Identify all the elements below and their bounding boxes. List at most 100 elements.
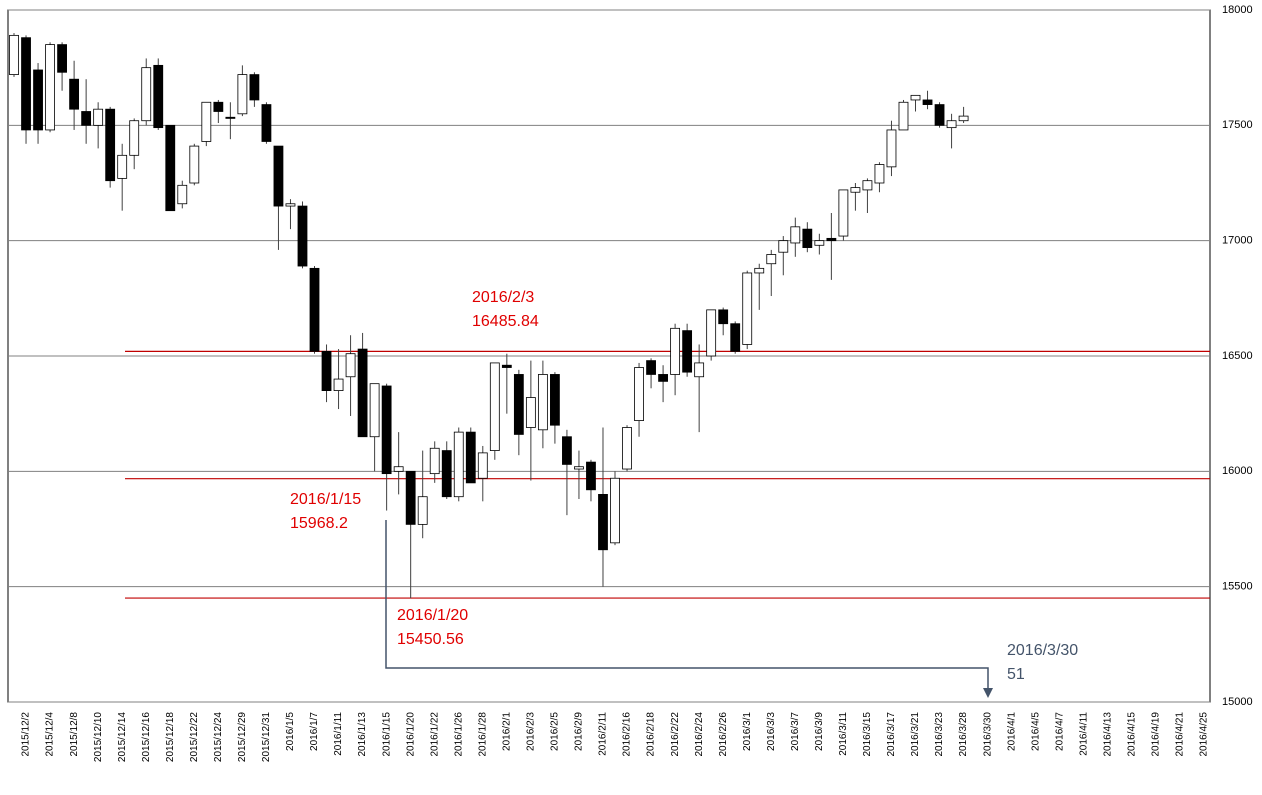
candle-body	[934, 104, 945, 126]
x-tick-label: 2016/2/5	[550, 712, 561, 751]
x-tick-label: 2015/12/29	[237, 712, 248, 762]
x-tick-label: 2016/4/25	[1199, 712, 1210, 757]
candle-body	[646, 360, 656, 375]
candle-body	[922, 99, 933, 105]
x-tick-label: 2016/3/30	[982, 712, 993, 757]
x-tick-label: 2015/12/10	[93, 712, 104, 762]
x-tick-label: 2016/3/1	[742, 712, 753, 751]
x-tick-label: 2016/4/11	[1078, 712, 1089, 756]
candle-body	[141, 67, 152, 122]
candle-body	[285, 203, 296, 207]
candle-body	[69, 78, 80, 110]
x-tick-label: 2016/3/7	[790, 712, 801, 751]
x-tick-label: 2016/2/3	[526, 712, 537, 751]
x-tick-label: 2016/2/9	[574, 712, 585, 751]
candle-body	[898, 101, 909, 131]
candle-body	[501, 364, 512, 368]
candle-body	[946, 120, 957, 129]
x-tick-label: 2016/2/26	[718, 712, 729, 757]
x-tick-label: 2016/1/20	[405, 712, 416, 757]
x-tick-label: 2016/1/11	[333, 712, 344, 756]
candle-body	[694, 362, 705, 378]
x-tick-label: 2016/4/13	[1102, 712, 1113, 757]
candle-body	[910, 94, 921, 101]
x-tick-label: 2015/12/31	[261, 712, 272, 762]
y-tick-label: 15000	[1222, 696, 1253, 708]
x-tick-label: 2016/2/18	[646, 712, 657, 757]
annotation-date: 2016/2/3	[472, 289, 534, 306]
x-tick-label: 2015/12/2	[21, 712, 32, 757]
x-tick-label: 2016/4/15	[1127, 712, 1138, 757]
candle-body	[213, 101, 224, 112]
candle-body	[850, 187, 861, 193]
x-tick-label: 2016/3/21	[910, 712, 921, 757]
candle-body	[574, 466, 584, 470]
candle-body	[550, 374, 560, 426]
x-tick-label: 2016/1/28	[477, 712, 488, 757]
candle-body	[345, 353, 356, 378]
candle-body	[730, 323, 741, 352]
candle-body	[754, 267, 765, 274]
candle-body	[81, 111, 92, 126]
candle-body	[153, 64, 164, 129]
x-tick-label: 2015/12/4	[45, 712, 56, 757]
x-tick-label: 2016/1/26	[453, 712, 464, 757]
candle-body	[405, 470, 416, 525]
candle-body	[93, 108, 104, 126]
candle-body	[826, 237, 837, 242]
x-tick-label: 2016/2/16	[622, 712, 633, 757]
candle-body	[369, 383, 380, 438]
candle-body	[489, 362, 500, 451]
candle-body	[357, 348, 368, 438]
arrow-line	[385, 520, 989, 690]
x-tick-label: 2016/1/15	[381, 712, 392, 757]
candle-body	[309, 267, 320, 352]
candle-body	[802, 228, 813, 248]
x-tick-label: 2016/3/28	[958, 712, 969, 757]
candle-body	[417, 496, 428, 525]
candle-body	[562, 436, 572, 465]
y-tick-label: 17500	[1222, 119, 1253, 131]
candle-body	[9, 34, 19, 75]
annotation-date: 2016/3/30	[1007, 642, 1078, 659]
x-tick-label: 2016/3/9	[814, 712, 825, 751]
candle-body	[598, 493, 608, 551]
candle-body	[117, 154, 128, 179]
x-tick-label: 2015/12/16	[141, 712, 152, 762]
candle-body	[586, 461, 596, 491]
candle-body	[742, 272, 753, 345]
candle-body	[189, 145, 200, 184]
candle-body	[105, 108, 116, 182]
x-tick-label: 2016/3/23	[934, 712, 945, 757]
annotation-date: 2016/1/20	[397, 607, 468, 624]
annotation-date: 2016/1/15	[290, 491, 361, 508]
x-tick-label: 2016/2/11	[598, 712, 609, 756]
annotation-value: 15968.2	[290, 515, 348, 532]
x-tick-label: 2016/3/3	[766, 712, 777, 751]
candle-body	[706, 309, 717, 357]
candle-body	[886, 129, 897, 168]
annotation-value: 51	[1007, 666, 1025, 683]
x-tick-label: 2015/12/22	[189, 712, 200, 762]
candle-body	[225, 116, 236, 119]
candle-body	[958, 115, 969, 122]
candle-body	[165, 124, 176, 212]
candle-body	[129, 120, 140, 156]
candle-body	[622, 427, 632, 470]
candle-body	[333, 378, 344, 392]
candle-body	[465, 431, 476, 484]
candle-body	[21, 37, 31, 131]
candle-body	[45, 44, 55, 131]
x-tick-label: 2016/3/17	[886, 712, 897, 757]
candle-body	[537, 374, 548, 431]
candle-body	[441, 450, 452, 498]
x-tick-label: 2016/2/1	[501, 712, 512, 751]
candle-body	[201, 101, 212, 142]
candle-body	[718, 309, 729, 325]
x-tick-label: 2015/12/14	[117, 712, 128, 762]
candle-body	[393, 466, 404, 472]
annotation-value: 15450.56	[397, 631, 464, 648]
candle-body	[261, 104, 272, 142]
